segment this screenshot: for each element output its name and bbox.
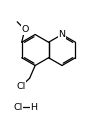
Text: O: O [21,25,28,34]
Text: H: H [30,103,38,112]
Text: N: N [58,30,66,39]
Text: Cl: Cl [16,82,26,91]
Text: Cl: Cl [13,103,23,112]
